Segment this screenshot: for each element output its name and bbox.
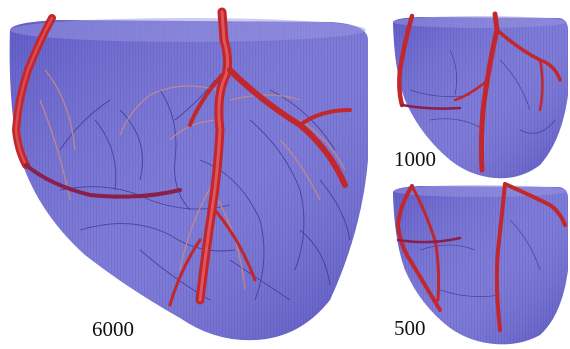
panel-label-6000: 6000	[92, 317, 134, 341]
heart-model-500	[393, 182, 568, 345]
heart-model-6000	[9, 7, 369, 341]
heart-model-1000	[393, 11, 568, 179]
panel-label-1000: 1000	[394, 147, 436, 171]
panel-label-500: 500	[394, 316, 426, 340]
